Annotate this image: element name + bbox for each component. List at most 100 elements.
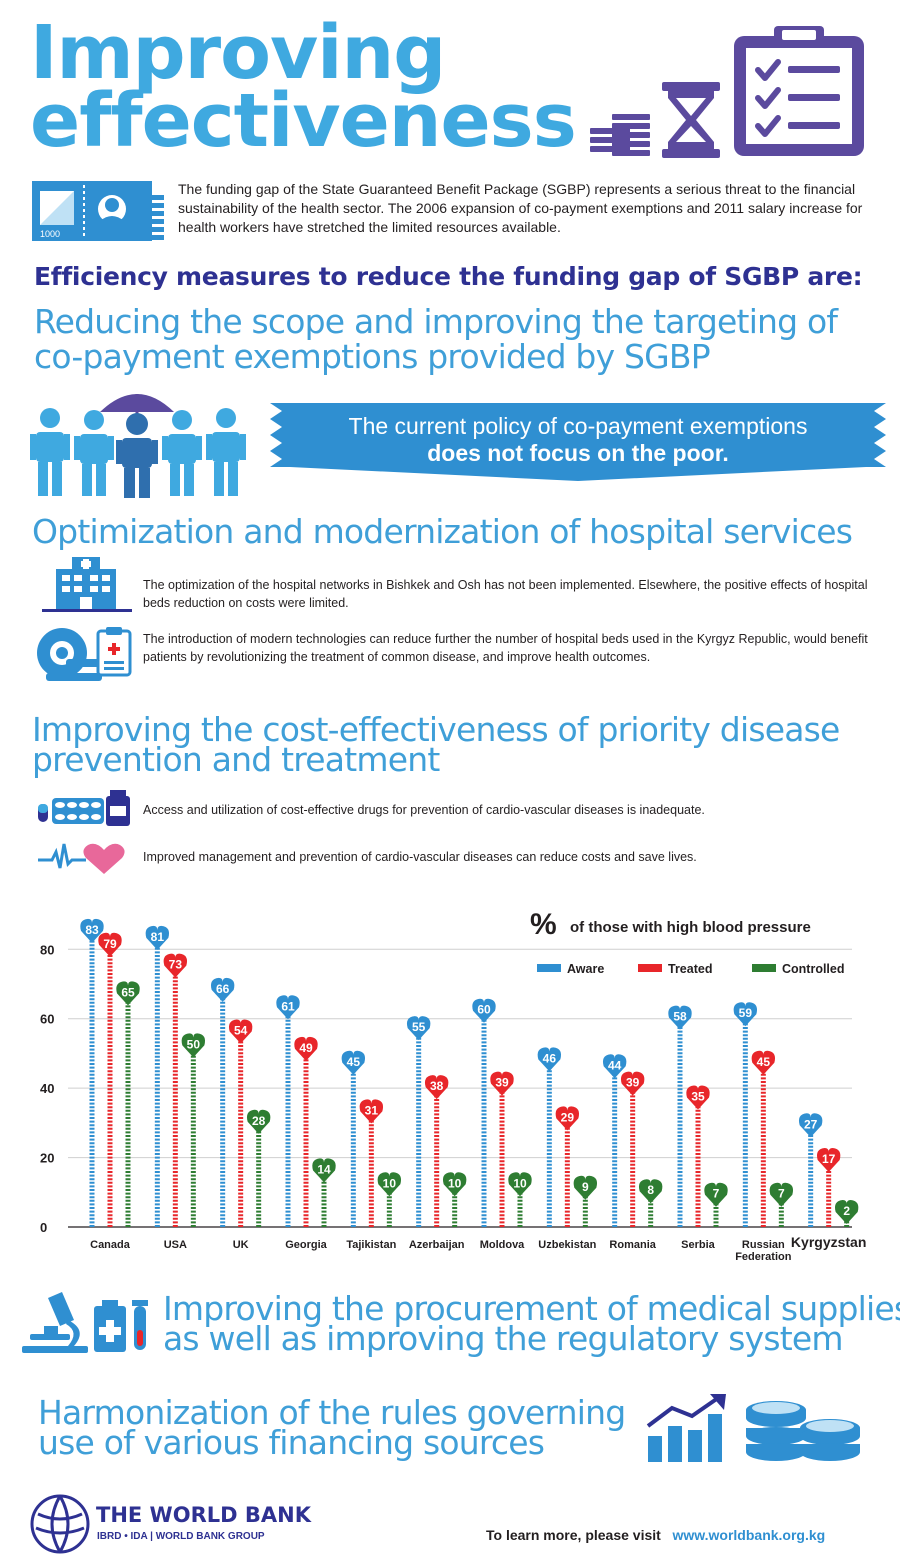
x-tick-label: Tajikistan [346, 1239, 396, 1251]
banknote-value: 1000 [40, 229, 60, 239]
marker-controlled [704, 1182, 728, 1207]
marker-aware [798, 1113, 823, 1138]
x-tick-label: Serbia [681, 1239, 716, 1251]
efficiency-heading: Efficiency measures to reduce the fundin… [34, 262, 863, 291]
section4-title-line1: Improving the procurement of medical sup… [163, 1289, 900, 1328]
legend-label-aware: Aware [567, 962, 604, 976]
data-label: 2 [843, 1204, 850, 1218]
legend-label-treated: Treated [668, 962, 712, 976]
marker-aware [276, 995, 300, 1020]
data-label: 66 [216, 982, 230, 996]
heartbeat-icon [38, 843, 125, 874]
data-label: 44 [608, 1058, 622, 1072]
data-label: 8 [647, 1183, 654, 1197]
hospital-icon [42, 557, 132, 612]
marker-controlled [508, 1172, 532, 1197]
clipboard-checklist-icon [734, 26, 864, 156]
x-tick-label: Kyrgyzstan [791, 1234, 866, 1250]
data-label: 10 [513, 1176, 527, 1190]
data-label: 38 [430, 1079, 444, 1093]
y-tick-label: 20 [40, 1151, 54, 1166]
footer-link[interactable]: www.worldbank.org.kg [672, 1527, 826, 1543]
marker-treated [98, 932, 122, 957]
growth-chart-icon [646, 1394, 726, 1462]
marker-treated [620, 1071, 645, 1096]
data-label: 49 [299, 1041, 313, 1055]
medicine-bottles-icon [94, 1300, 148, 1352]
chart-legend: Aware Treated Controlled [537, 962, 845, 976]
marker-aware [406, 1016, 431, 1041]
data-label: 54 [234, 1024, 248, 1038]
marker-aware [341, 1050, 366, 1075]
marker-controlled [116, 981, 140, 1006]
data-label: 60 [477, 1003, 491, 1017]
banknote-icon: 1000 [32, 181, 164, 241]
marker-controlled [312, 1158, 336, 1183]
x-tick-label: UK [233, 1239, 249, 1251]
marker-controlled [769, 1182, 794, 1207]
section4-title-line2: as well as improving the regulatory syst… [163, 1319, 844, 1358]
marker-controlled [573, 1175, 598, 1200]
marker-aware [733, 1002, 758, 1027]
y-tick-label: 60 [40, 1012, 54, 1027]
marker-controlled [377, 1172, 402, 1197]
marker-treated [490, 1071, 514, 1096]
section3-title-line1: Improving the cost-effectiveness of prio… [32, 710, 840, 749]
data-label: 10 [448, 1176, 462, 1190]
data-label: 27 [804, 1117, 818, 1131]
legend-swatch-controlled [752, 964, 776, 972]
data-label: 65 [121, 985, 135, 999]
data-label: 83 [85, 923, 99, 937]
x-tick-label: Moldova [480, 1239, 525, 1251]
marker-treated [424, 1075, 449, 1100]
data-label: 39 [626, 1076, 640, 1090]
org-sub: IBRD • IDA | WORLD BANK GROUP [97, 1531, 265, 1542]
section5-title-line1: Harmonization of the rules governing [38, 1393, 626, 1432]
chart-title: of those with high blood pressure [570, 919, 811, 936]
hourglass-icon [662, 82, 720, 158]
x-tick-label: USA [164, 1239, 187, 1251]
marker-treated [294, 1036, 318, 1061]
section3-title-line2: prevention and treatment [32, 740, 440, 779]
section5-title-line2: use of various financing sources [38, 1423, 545, 1462]
marker-aware [80, 918, 104, 943]
marker-aware [668, 1005, 692, 1030]
y-tick-label: 80 [40, 942, 54, 957]
hospital-text: The optimization of the hospital network… [143, 578, 868, 610]
legend-swatch-treated [638, 964, 662, 972]
marker-treated [751, 1050, 776, 1075]
people-umbrella-icon [30, 394, 246, 498]
footer-cta: To learn more, please visit www.worldban… [486, 1527, 825, 1543]
mri-text: The introduction of modern technologies … [143, 632, 868, 664]
data-label: 81 [151, 930, 165, 944]
legend-label-controlled: Controlled [782, 962, 845, 976]
data-label: 35 [691, 1090, 705, 1104]
data-label: 45 [347, 1055, 361, 1069]
x-tick-label: Canada [90, 1239, 131, 1251]
data-label: 39 [495, 1076, 509, 1090]
y-tick-label: 0 [40, 1220, 47, 1235]
x-tick-label: Uzbekistan [538, 1239, 596, 1251]
marker-treated [686, 1085, 710, 1110]
marker-controlled [181, 1033, 206, 1058]
data-label: 17 [822, 1152, 836, 1166]
chart-bars: 8379658173506654286149144531105538106039… [80, 918, 859, 1227]
mri-scanner-icon [37, 627, 132, 681]
data-label: 28 [252, 1114, 266, 1128]
footer-cta-text: To learn more, please visit [486, 1527, 661, 1543]
section2-title: Optimization and modernization of hospit… [32, 512, 853, 551]
marker-controlled [834, 1200, 859, 1225]
microscope-icon [22, 1292, 88, 1353]
data-label: 50 [187, 1037, 201, 1051]
marker-treated [816, 1147, 841, 1172]
x-tick-label: Romania [609, 1239, 656, 1251]
coins-icon [746, 1401, 860, 1461]
pills-icon [38, 790, 130, 826]
chart-x-labels: Canada USA UK Georgia Tajikistan Azerbaijan Mo… [90, 1234, 866, 1263]
banner-text: The current policy of co-payment exempti… [270, 413, 886, 467]
marker-aware [145, 925, 170, 950]
legend-swatch-aware [537, 964, 561, 972]
cvd-text: Improved management and prevention of ca… [143, 850, 697, 864]
page-title-line2: effectiveness [30, 78, 577, 164]
stack-of-coins-icon [590, 114, 650, 156]
